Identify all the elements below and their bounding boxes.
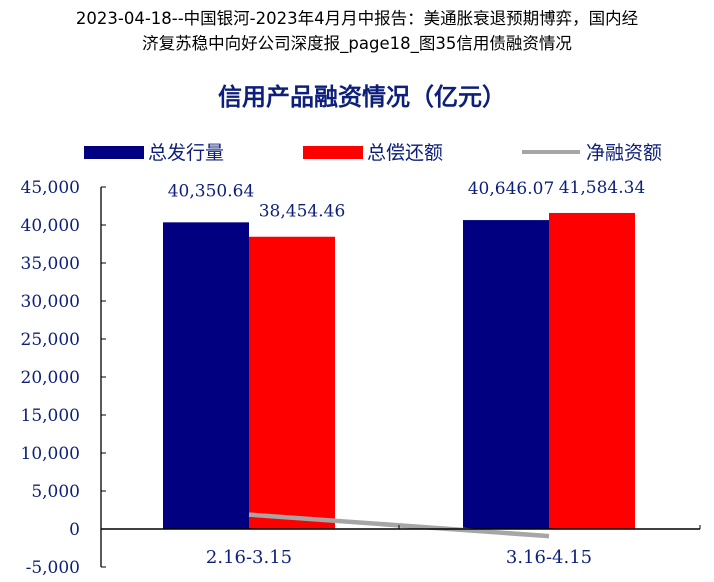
bar-repayment	[549, 213, 635, 529]
legend-swatch-repayment	[303, 146, 363, 159]
y-tick-label: 15,000	[21, 406, 80, 426]
legend-label: 总偿还额	[367, 142, 443, 164]
data-label: 40,646.07	[468, 179, 555, 199]
legend-swatch-issuance	[84, 146, 144, 159]
data-label: 41,584.34	[559, 178, 646, 198]
bar-repayment	[249, 237, 335, 529]
y-tick-label: 40,000	[21, 216, 80, 236]
y-tick-label: 10,000	[21, 444, 80, 464]
y-tick-label: 35,000	[21, 254, 80, 274]
y-tick-label: 30,000	[21, 292, 80, 312]
y-tick-label: 45,000	[21, 178, 80, 198]
x-category-label: 2.16-3.15	[206, 547, 292, 568]
y-tick-label: 20,000	[21, 368, 80, 388]
y-axis: 45,000 40,000 35,000 30,000 25,000 20,000 15,0…	[21, 178, 106, 578]
bar-issuance	[463, 220, 549, 529]
legend-label: 净融资额	[586, 142, 662, 164]
data-label: 40,350.64	[168, 181, 255, 201]
y-tick-label: 25,000	[21, 330, 80, 350]
y-tick-label: 0	[69, 520, 80, 540]
bars-layer	[163, 213, 635, 529]
x-axis: 2.16-3.15 3.16-4.15	[101, 525, 700, 568]
x-category-label: 3.16-4.15	[506, 547, 592, 568]
y-tick-label: 5,000	[31, 482, 80, 502]
y-tick-label: -5,000	[26, 558, 80, 578]
chart-title: 信用产品融资情况（亿元）	[218, 83, 506, 111]
legend-label: 总发行量	[148, 142, 224, 164]
legend: 总发行量 总偿还额 净融资额	[84, 142, 662, 164]
bar-issuance	[163, 222, 249, 529]
data-label: 38,454.46	[259, 202, 346, 222]
